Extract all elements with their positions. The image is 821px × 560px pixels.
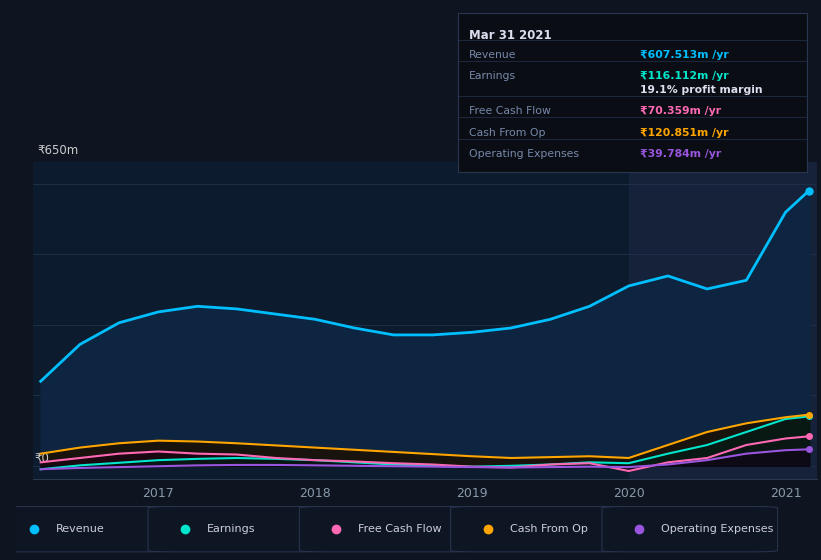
Text: Revenue: Revenue — [469, 50, 516, 59]
FancyBboxPatch shape — [451, 507, 626, 552]
Text: Revenue: Revenue — [56, 524, 104, 534]
Text: Earnings: Earnings — [469, 71, 516, 81]
FancyBboxPatch shape — [148, 507, 323, 552]
Text: Cash From Op: Cash From Op — [510, 524, 588, 534]
Text: ₹0: ₹0 — [34, 452, 49, 465]
Text: ₹650m: ₹650m — [37, 144, 78, 157]
FancyBboxPatch shape — [602, 507, 777, 552]
Text: ₹70.359m /yr: ₹70.359m /yr — [640, 106, 721, 116]
Text: ₹120.851m /yr: ₹120.851m /yr — [640, 128, 728, 138]
Text: Earnings: Earnings — [207, 524, 255, 534]
Text: ₹116.112m /yr: ₹116.112m /yr — [640, 71, 728, 81]
FancyBboxPatch shape — [300, 507, 475, 552]
Text: Free Cash Flow: Free Cash Flow — [359, 524, 442, 534]
Text: Free Cash Flow: Free Cash Flow — [469, 106, 550, 116]
Text: Operating Expenses: Operating Expenses — [469, 150, 579, 160]
Text: Cash From Op: Cash From Op — [469, 128, 545, 138]
Text: Mar 31 2021: Mar 31 2021 — [469, 29, 551, 42]
Text: 19.1% profit margin: 19.1% profit margin — [640, 85, 762, 95]
FancyBboxPatch shape — [0, 507, 172, 552]
Text: ₹39.784m /yr: ₹39.784m /yr — [640, 150, 721, 160]
Text: Operating Expenses: Operating Expenses — [661, 524, 773, 534]
Text: ₹607.513m /yr: ₹607.513m /yr — [640, 50, 728, 59]
Bar — [629, 162, 817, 479]
